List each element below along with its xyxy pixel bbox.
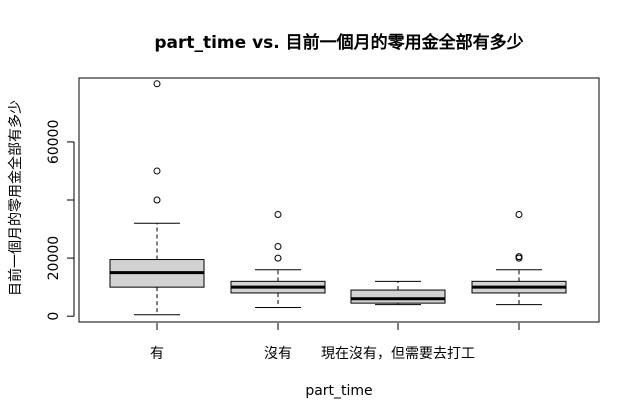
x-axis: 有 沒有 現在沒有，但需要去打工 <box>150 323 520 362</box>
plot-frame <box>78 77 600 323</box>
box-group <box>230 211 326 308</box>
outlier-point <box>274 254 282 262</box>
x-tick-label: 沒有 <box>264 345 292 362</box>
outlier-point <box>153 167 161 175</box>
outlier-point <box>515 211 523 219</box>
x-axis-label: part_time <box>305 383 372 399</box>
box-group <box>109 80 205 316</box>
y-tick-label: 0 <box>46 312 62 321</box>
outlier-point <box>274 242 282 250</box>
outlier-point <box>153 196 161 204</box>
box-group <box>471 211 567 306</box>
chart-title: part_time vs. 目前一個月的零用金全部有多少 <box>154 32 523 53</box>
box-group <box>350 280 446 306</box>
y-tick-label: 20000 <box>46 236 62 281</box>
y-tick-label: 60000 <box>46 120 62 165</box>
x-tick-label: 現在沒有，但需要去打工 <box>321 345 475 362</box>
outlier-point <box>274 211 282 219</box>
outlier-point <box>153 80 161 88</box>
y-axis-label: 目前一個月的零用金全部有多少 <box>7 100 24 296</box>
y-axis: 0 20000 60000 <box>46 120 75 321</box>
outlier-point <box>515 253 523 261</box>
box-iqr <box>350 289 446 304</box>
x-tick-label: 有 <box>150 346 164 362</box>
boxplot-groups <box>109 80 567 316</box>
